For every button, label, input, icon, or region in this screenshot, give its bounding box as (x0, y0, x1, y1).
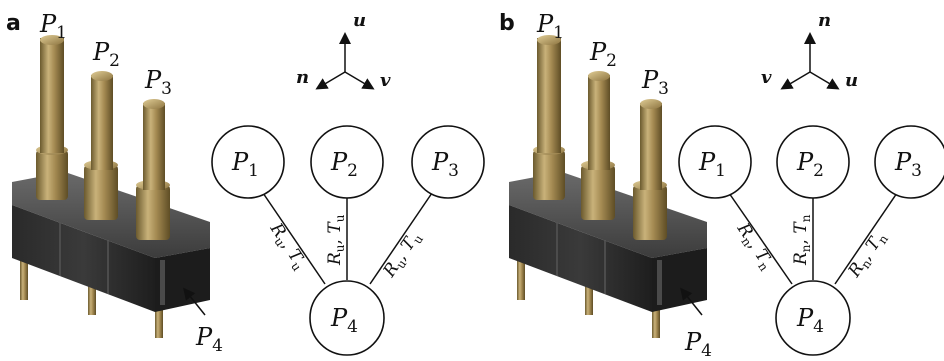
node-label-p4: P4 (330, 304, 358, 337)
panel-a-graph: P1 P2 P3 P4 Ru, Tu Ru, Tu Ru, Tu (211, 125, 485, 356)
node-label-p2: P2 (330, 148, 358, 181)
edge-p1-p4 (262, 192, 326, 285)
housing-pointer-arrow (183, 287, 206, 316)
pin-2 (581, 71, 615, 220)
pin-1 (533, 35, 565, 200)
node-label-p4: P4 (796, 304, 824, 337)
node-label-p2: P2 (796, 148, 824, 181)
node-label-p3: P3 (431, 148, 459, 181)
node-p2 (776, 125, 850, 199)
pin-label-p1: P1 (536, 10, 564, 43)
edge-label-p3-p4: Rn, Tn (844, 228, 891, 283)
pin-label-p3: P3 (144, 66, 172, 99)
svg-text:Ru, Tu: Ru, Tu (264, 219, 311, 274)
panel-a: a (6, 10, 485, 356)
axis-left-label: n (296, 67, 309, 88)
panel-b-axes: n v u (761, 10, 858, 91)
pin-label-p2: P2 (92, 38, 120, 71)
svg-text:Ru, Tu: Ru, Tu (325, 214, 347, 266)
panel-b-graph: P1 P2 P3 P4 Rn, Tn Rn, Tn Rn, Tn (678, 125, 944, 356)
svg-text:Rn, Tn: Rn, Tn (791, 214, 813, 266)
panel-a-letter: a (6, 11, 21, 36)
node-p1 (211, 125, 285, 199)
edge-label-p1-p4: Rn, Tn (731, 219, 778, 274)
axis-left-label: v (761, 67, 772, 88)
housing-label-p4: P4 (195, 323, 223, 356)
pin-3 (633, 99, 667, 240)
edge-p3-p4 (834, 192, 898, 285)
axis-right-label: u (845, 70, 858, 91)
panel-b: b (499, 10, 944, 361)
edge-label-p1-p4: Ru, Tu (264, 219, 311, 274)
edge-p3-p4 (369, 192, 433, 285)
edge-label-p2-p4: Ru, Tu (325, 214, 347, 266)
svg-text:Ru, Tu: Ru, Tu (379, 228, 426, 283)
axis-up-label: u (353, 10, 366, 31)
svg-text:Rn, Tn: Rn, Tn (731, 219, 778, 274)
node-label-p1: P1 (698, 148, 726, 181)
pin-label-p3: P3 (641, 66, 669, 99)
axis-up-label: n (818, 10, 831, 31)
axis-right-label: v (380, 70, 391, 91)
pin-2 (84, 71, 118, 220)
pin-1 (36, 35, 68, 200)
housing-label-p4: P4 (684, 328, 712, 361)
panel-b-connector-illustration: P1 P2 P3 P4 (509, 10, 712, 361)
node-label-p1: P1 (231, 148, 259, 181)
edge-label-p2-p4: Rn, Tn (791, 214, 813, 266)
node-p2 (310, 125, 384, 199)
pin-label-p2: P2 (589, 38, 617, 71)
panel-a-axes: u n v (296, 10, 391, 91)
pin-label-p1: P1 (39, 10, 67, 43)
node-label-p3: P3 (894, 148, 922, 181)
pin-3 (136, 99, 170, 240)
node-p3 (874, 125, 944, 199)
edge-p1-p4 (728, 192, 793, 285)
panel-b-letter: b (499, 11, 515, 36)
svg-text:Rn, Tn: Rn, Tn (844, 228, 891, 283)
node-p4 (775, 280, 851, 356)
edge-label-p3-p4: Ru, Tu (379, 228, 426, 283)
node-p4 (309, 280, 385, 356)
panel-a-connector-illustration: P1 P2 P3 P4 (12, 10, 223, 356)
node-p3 (411, 125, 485, 199)
housing-pointer-arrow (680, 287, 703, 316)
node-p1 (678, 125, 752, 199)
